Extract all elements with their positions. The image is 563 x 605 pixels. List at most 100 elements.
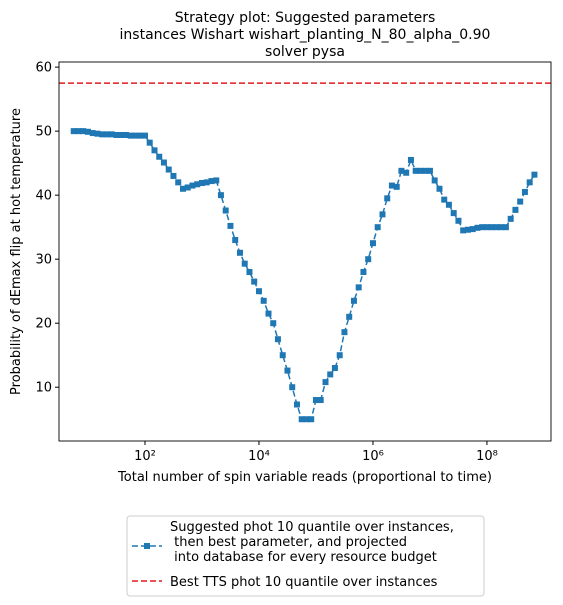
x-tick-label: 10⁸ xyxy=(476,449,498,464)
data-point xyxy=(464,226,471,233)
data-point xyxy=(265,310,272,317)
y-tick-label: 50 xyxy=(35,125,52,140)
data-point xyxy=(94,130,101,137)
y-tick-label: 30 xyxy=(35,253,52,268)
data-point xyxy=(341,329,348,336)
chart-title: Strategy plot: Suggested parameters xyxy=(175,10,436,26)
data-point xyxy=(531,171,538,178)
data-point xyxy=(502,224,509,231)
x-tick-label: 10⁶ xyxy=(362,449,384,464)
data-point xyxy=(350,297,357,304)
data-point xyxy=(298,416,305,423)
data-point xyxy=(208,178,215,185)
data-point xyxy=(198,179,205,186)
data-point xyxy=(156,153,163,160)
data-point xyxy=(308,416,315,423)
data-point xyxy=(236,249,243,256)
data-point xyxy=(393,183,400,190)
data-point xyxy=(327,371,334,378)
x-axis-label: Total number of spin variable reads (pro… xyxy=(117,470,492,485)
data-point xyxy=(507,215,514,222)
data-point xyxy=(165,166,172,173)
data-point xyxy=(365,256,372,263)
data-point xyxy=(189,182,196,189)
data-point xyxy=(122,131,129,138)
data-point xyxy=(284,367,291,374)
x-tick-label: 10⁴ xyxy=(248,449,270,464)
data-point xyxy=(255,288,262,295)
data-point xyxy=(431,177,438,184)
data-point xyxy=(80,128,87,135)
data-point xyxy=(417,167,424,174)
data-point xyxy=(479,224,486,231)
data-point xyxy=(232,236,239,243)
series-line xyxy=(73,130,536,420)
y-tick-label: 60 xyxy=(35,61,52,76)
data-point xyxy=(331,365,338,372)
data-point xyxy=(146,139,153,146)
y-tick-label: 40 xyxy=(35,189,52,204)
data-point xyxy=(127,132,134,139)
data-point xyxy=(184,184,191,191)
data-point xyxy=(407,156,414,163)
data-point xyxy=(113,131,120,138)
chart-title: solver pysa xyxy=(265,44,345,60)
data-point xyxy=(460,227,467,234)
data-point xyxy=(179,185,186,192)
data-point xyxy=(412,167,419,174)
data-point xyxy=(312,397,319,404)
data-point xyxy=(246,268,253,275)
y-axis-label: Probability of dEmax flip at hot tempera… xyxy=(9,108,24,395)
data-point xyxy=(512,206,519,213)
data-point xyxy=(526,179,533,186)
data-point xyxy=(222,207,229,214)
data-point xyxy=(426,167,433,174)
data-point xyxy=(89,130,96,137)
data-point xyxy=(270,320,277,327)
data-point xyxy=(70,128,77,135)
data-point xyxy=(398,167,405,174)
data-point xyxy=(374,224,381,231)
data-point xyxy=(388,182,395,189)
data-point xyxy=(241,260,248,267)
data-point xyxy=(369,240,376,247)
y-tick-label: 10 xyxy=(35,381,52,396)
data-point xyxy=(521,188,528,195)
data-point xyxy=(450,210,457,217)
legend-label: Best TTS phot 10 quantile over instances xyxy=(170,575,438,590)
legend-marker xyxy=(144,543,150,549)
chart-title: instances Wishart wishart_planting_N_80_… xyxy=(120,27,491,43)
data-point xyxy=(483,224,490,231)
data-point xyxy=(303,416,310,423)
data-point xyxy=(293,401,300,408)
data-point xyxy=(175,179,182,186)
legend-label: Suggested phot 10 quantile over instance… xyxy=(170,520,454,565)
data-point xyxy=(403,169,410,176)
plot-frame xyxy=(58,61,552,442)
data-point xyxy=(422,167,429,174)
data-point xyxy=(493,224,500,231)
data-point xyxy=(436,185,443,192)
data-point xyxy=(170,172,177,179)
legend-box xyxy=(126,515,485,597)
data-point xyxy=(137,132,144,139)
data-point xyxy=(322,379,329,386)
data-point xyxy=(346,313,353,320)
data-point xyxy=(203,179,210,186)
data-point xyxy=(194,181,201,188)
data-point xyxy=(474,224,481,231)
data-point xyxy=(469,226,476,233)
data-point xyxy=(227,222,234,229)
data-point xyxy=(118,131,125,138)
data-point xyxy=(217,192,224,199)
data-point xyxy=(132,132,139,139)
data-point xyxy=(441,196,448,203)
data-point xyxy=(251,278,258,285)
data-point xyxy=(260,297,267,304)
data-point xyxy=(360,268,367,275)
data-point xyxy=(498,224,505,231)
legend: Suggested phot 10 quantile over instance… xyxy=(126,515,485,597)
data-point xyxy=(103,131,110,138)
data-point xyxy=(488,224,495,231)
